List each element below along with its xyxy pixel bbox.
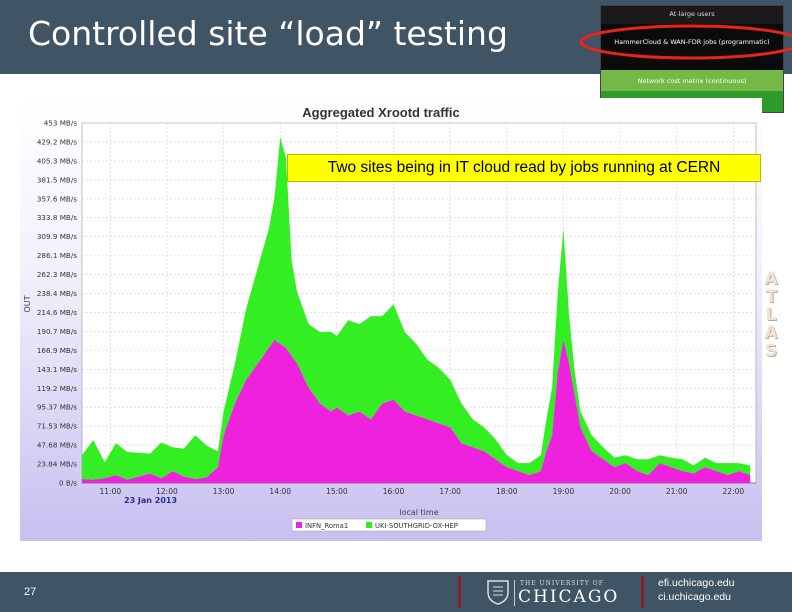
y-tick-label: 333.8 MB/s: [37, 213, 77, 222]
y-tick-label: 381.5 MB/s: [37, 175, 77, 184]
y-tick-label: 71.53 MB/s: [37, 422, 77, 431]
url-ci[interactable]: ci.uchicago.edu: [658, 591, 731, 603]
y-axis: 0 B/s 23.84 MB/s 47.68 MB/s 71.53 MB/s 95.37…: [37, 119, 77, 488]
x-axis-label: local time: [399, 508, 438, 517]
y-tick-label: 286.1 MB/s: [37, 251, 77, 260]
y-tick-label: 95.37 MB/s: [37, 403, 77, 412]
atlas-letter: L: [765, 305, 777, 325]
y-tick-label: 190.7 MB/s: [37, 327, 77, 336]
x-tick-label: 17:00: [439, 487, 461, 496]
x-tick-label: 11:00: [100, 487, 122, 496]
x-tick-label: 21:00: [666, 487, 688, 496]
footer-urls: efi.uchicago.edu ci.uchicago.edu: [658, 576, 734, 604]
callout-text: Two sites being in IT cloud read by jobs…: [287, 154, 761, 182]
chart-legend: INFN_Roma1 UKI-SOUTHGRID-OX-HEP: [291, 518, 487, 532]
page-number: 27: [24, 586, 37, 598]
legend-swatch: [296, 522, 302, 528]
slide-title: Controlled site “load” testing: [28, 14, 508, 53]
y-tick-label: 405.3 MB/s: [37, 156, 77, 165]
logo-big-text: CHICAGO: [518, 587, 620, 607]
x-tick-label: 19:00: [553, 487, 575, 496]
y-tick-label: 0 B/s: [59, 479, 77, 488]
y-tick-label: 166.9 MB/s: [37, 346, 77, 355]
y-tick-label: 238.4 MB/s: [37, 289, 77, 298]
uchicago-logo: THE UNIVERSITY OF CHICAGO: [484, 578, 634, 607]
y-tick-label: 309.9 MB/s: [37, 232, 77, 241]
x-tick-label: 14:00: [269, 487, 291, 496]
atlas-letter: T: [765, 287, 777, 307]
footer-divider-left: [458, 576, 461, 608]
atlas-vertical-logo: A T L A S: [760, 270, 782, 360]
y-tick-label: 357.6 MB/s: [37, 194, 77, 203]
x-tick-label: 12:00: [156, 487, 178, 496]
x-tick-label: 13:00: [213, 487, 235, 496]
y-tick-label: 214.6 MB/s: [37, 308, 77, 317]
footer-divider-right: [641, 576, 644, 608]
legend-box: [291, 518, 487, 532]
x-tick-label: 20:00: [609, 487, 631, 496]
chart-areas: [82, 137, 751, 483]
series-area: [82, 340, 751, 483]
date-label: 23 Jan 2013: [124, 496, 177, 505]
chart-title: Aggregated Xrootd traffic: [302, 105, 459, 120]
atlas-letter: A: [764, 269, 778, 289]
y-tick-label: 453 MB/s: [44, 119, 78, 128]
x-tick-label: 18:00: [496, 487, 518, 496]
y-tick-label: 143.1 MB/s: [37, 365, 77, 374]
legend-label: UKI-SOUTHGRID-OX-HEP: [375, 522, 458, 530]
logo-small-text: THE UNIVERSITY OF: [520, 580, 604, 587]
shield-icon: [487, 580, 509, 605]
y-tick-label: 23.84 MB/s: [37, 460, 77, 469]
x-tick-label: 15:00: [326, 487, 348, 496]
levels-row-hammercloud: HammerCloud & WAN-FDR jobs (programmatic…: [601, 24, 783, 70]
y-tick-label: 262.3 MB/s: [37, 270, 77, 279]
x-axis: 11:00 12:00 13:00 14:00 15:00 16:00 17:00 18:00…: [100, 487, 745, 496]
levels-row-network-matrix: Network cost matrix (continuous): [601, 70, 783, 91]
x-tick-label: 16:00: [383, 487, 405, 496]
y-axis-label: OUT: [23, 295, 32, 312]
series-area: [82, 137, 751, 480]
y-tick-label: 429.2 MB/s: [37, 137, 77, 146]
x-tick-label: 22:00: [723, 487, 745, 496]
logo-divider: [514, 580, 515, 606]
traffic-chart: 0 B/s 23.84 MB/s 47.68 MB/s 71.53 MB/s 95.37…: [23, 105, 757, 532]
y-tick-label: 119.2 MB/s: [37, 384, 77, 393]
y-tick-label: 47.68 MB/s: [37, 441, 77, 450]
legend-swatch: [366, 522, 372, 528]
legend-label: INFN_Roma1: [305, 522, 348, 530]
atlas-letter: A: [764, 323, 778, 343]
url-efi[interactable]: efi.uchicago.edu: [658, 577, 735, 589]
atlas-letter: S: [764, 341, 778, 361]
slide-footer: 27 THE UNIVERSITY OF CHICAGO efi.uchicag…: [0, 572, 792, 612]
levels-box: At-large users HammerCloud & WAN-FDR job…: [600, 5, 784, 113]
levels-row-at-large: At-large users: [601, 6, 783, 24]
